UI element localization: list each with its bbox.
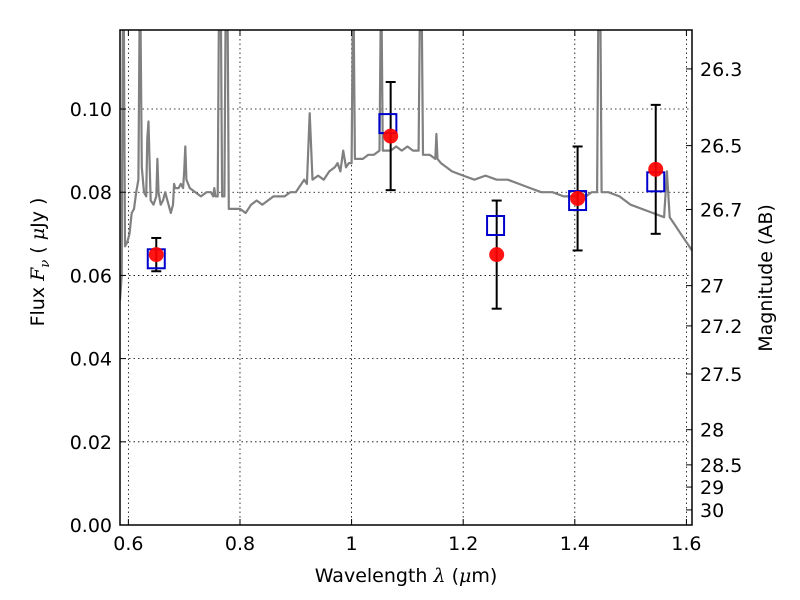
- x-axis-ticks: 0.6 0.8 1 1.2 1.4 1.6: [113, 30, 702, 555]
- observed-point: [383, 128, 399, 144]
- y2-tick-label: 28.5: [700, 455, 742, 477]
- y-tick-label: 0.10: [70, 99, 112, 121]
- x-axis-label: Wavelength λ (μm): [315, 565, 498, 587]
- y2-tick-label: 30: [700, 500, 724, 522]
- model-spectrum-line: [120, 30, 692, 301]
- y2-tick-label: 27: [700, 276, 724, 298]
- y-tick-label: 0.04: [70, 349, 112, 371]
- y-tick-label: 0.06: [70, 265, 112, 287]
- y-tick-label: 0.00: [70, 515, 112, 537]
- y2-tick-label: 27.2: [700, 316, 742, 338]
- x-tick-label: 1.6: [671, 533, 701, 555]
- y-tick-label: 0.02: [70, 432, 112, 454]
- y2-axis-label: Magnitude (AB): [755, 204, 777, 352]
- y2-tick-label: 29: [700, 477, 724, 499]
- observed-point: [648, 161, 664, 177]
- grid-lines: [120, 30, 692, 526]
- x-tick-label: 1.2: [448, 533, 478, 555]
- observed-point: [489, 247, 505, 263]
- plot-frame: [119, 29, 693, 526]
- model-square: [486, 215, 506, 237]
- y-axis-label: Flux Fν ( μJy ): [27, 198, 53, 327]
- observed-point: [148, 247, 164, 263]
- x-tick-label: 0.6: [113, 533, 143, 555]
- y2-tick-label: 26.3: [700, 59, 742, 81]
- observed-points: [148, 128, 664, 263]
- x-tick-label: 1: [346, 533, 358, 555]
- y2-tick-label: 28: [700, 420, 724, 442]
- y2-tick-label: 26.5: [700, 136, 742, 158]
- observed-point: [570, 190, 586, 206]
- y2-tick-label: 26.7: [700, 199, 742, 221]
- x-tick-label: 0.8: [225, 533, 255, 555]
- y-tick-label: 0.08: [70, 182, 112, 204]
- y-axis-ticks: 0.00 0.02 0.04 0.06 0.08 0.10: [70, 99, 126, 537]
- x-tick-label: 1.4: [560, 533, 590, 555]
- y2-tick-label: 27.5: [700, 364, 742, 386]
